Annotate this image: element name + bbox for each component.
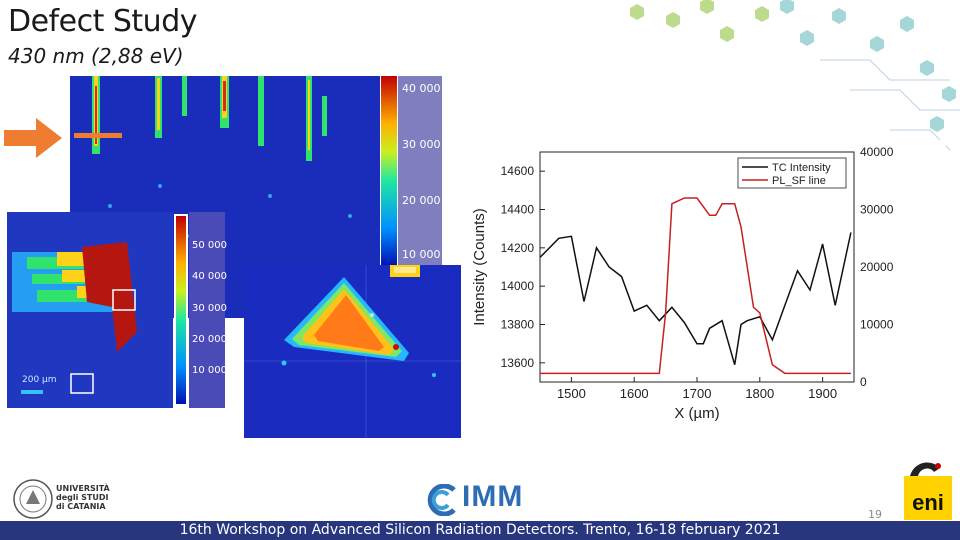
- y2-tick-label: 30000: [860, 203, 894, 217]
- imm-logo-icon: [427, 484, 456, 516]
- pl-map-zoom: [244, 265, 461, 438]
- x-tick-label: 1500: [557, 386, 586, 401]
- colorbar-tick: 30 000: [402, 138, 441, 151]
- x-axis-label: X (µm): [674, 405, 719, 422]
- x-tick-label: 1600: [620, 386, 649, 401]
- scale-bar-label: 200 µm: [22, 375, 57, 385]
- imm-logo-text: IMM: [462, 480, 524, 513]
- y2-tick-label: 40000: [860, 145, 894, 159]
- pl-map-left: [7, 212, 173, 408]
- y-tick-label: 14200: [501, 241, 535, 255]
- intensity-line-chart: 1500 1600 1700 1800 1900 13600 13800 14000 14200…: [466, 140, 946, 430]
- y-tick-label: 14400: [501, 203, 535, 217]
- legend-box: [737, 157, 847, 189]
- colorbar-left: [174, 214, 188, 406]
- y2-tick-label: 10000: [860, 318, 894, 332]
- footer-text: 16th Workshop on Advanced Silicon Radiat…: [179, 522, 781, 538]
- y-axis-label: Intensity (Counts): [471, 208, 488, 326]
- y-tick-label: 13600: [501, 356, 535, 370]
- unict-logo-text: UNIVERSITÀ degli STUDI di CATANIA: [56, 484, 110, 511]
- colorbar-tick: 10 000: [402, 248, 441, 261]
- slide-subtitle: 430 nm (2,88 eV): [8, 44, 184, 68]
- y-tick-label: 14000: [501, 279, 535, 293]
- colorbar-tick: 40 000: [402, 82, 441, 95]
- page-number: 19: [868, 508, 882, 521]
- series-line-pl-sf-line: [540, 197, 851, 375]
- legend-entry: PL_SF line: [772, 175, 826, 187]
- slide-title: Defect Study: [8, 4, 198, 39]
- colorbar-tick: 10 000: [192, 365, 227, 376]
- colorbar-tick: 30 000: [192, 303, 227, 314]
- colorbar-main-ticks: 40 000 30 000 20 000 10 000: [398, 76, 442, 266]
- colorbar-tick: 40 000: [192, 271, 227, 282]
- unict-logo: [13, 479, 53, 519]
- y2-tick-label: 0: [860, 375, 867, 389]
- x-tick-label: 1800: [745, 386, 774, 401]
- y-tick-label: 13800: [501, 318, 535, 332]
- footer-bar: [0, 521, 960, 540]
- colorbar-left-ticks: 50 000 40 000 30 000 20 000 10 000: [189, 212, 227, 408]
- colorbar-tick: 20 000: [402, 194, 441, 207]
- colorbar-tick: 50 000: [192, 240, 227, 251]
- legend-entry: TC Intensity: [772, 162, 831, 174]
- colorbar-main: [381, 76, 397, 266]
- colorbar-tick: 20 000: [192, 334, 227, 345]
- series-line-tc-intensity: [539, 232, 852, 366]
- eni-logo-text: eni: [912, 490, 944, 515]
- y-tick-label: 14600: [501, 164, 535, 178]
- right-arrow-icon: [4, 118, 62, 158]
- eni-logo: eni: [904, 462, 952, 520]
- orange-marker-bar: [74, 133, 122, 138]
- x-tick-label: 1700: [683, 386, 712, 401]
- y2-tick-label: 20000: [860, 260, 894, 274]
- x-tick-label: 1900: [808, 386, 837, 401]
